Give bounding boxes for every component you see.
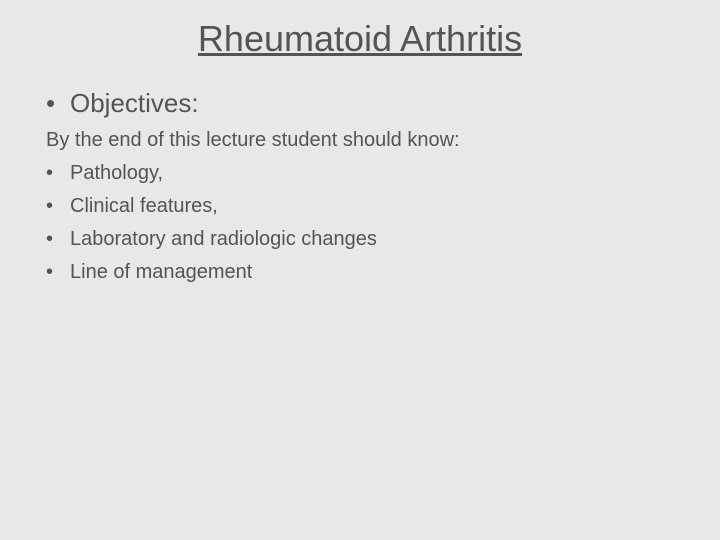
slide-content: Objectives: By the end of this lecture s…	[30, 88, 690, 284]
list-item: Laboratory and radiologic changes	[46, 228, 690, 251]
slide-title: Rheumatoid Arthritis	[30, 18, 690, 60]
intro-text: By the end of this lecture student shoul…	[46, 129, 690, 152]
slide-container: Rheumatoid Arthritis Objectives: By the …	[0, 0, 720, 540]
list-item: Clinical features,	[46, 195, 690, 218]
list-item: Line of management	[46, 261, 690, 284]
objectives-heading: Objectives:	[46, 88, 690, 119]
list-item: Pathology,	[46, 162, 690, 185]
